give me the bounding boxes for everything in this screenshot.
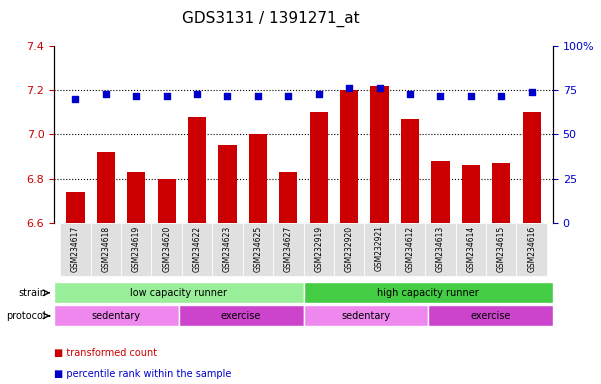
Text: sedentary: sedentary [341,311,391,321]
FancyBboxPatch shape [273,223,304,276]
Point [405,91,415,97]
Bar [492,163,510,223]
Point [344,85,354,91]
Text: GSM232921: GSM232921 [375,225,384,271]
Text: GSM234620: GSM234620 [162,225,171,271]
Text: GSM232920: GSM232920 [344,225,353,271]
Point [284,93,293,99]
FancyBboxPatch shape [91,223,121,276]
Point [70,96,80,102]
FancyBboxPatch shape [425,223,456,276]
Text: GSM234623: GSM234623 [223,225,232,271]
Bar [522,113,541,223]
FancyBboxPatch shape [151,223,182,276]
Point [527,89,537,95]
Bar [218,146,237,223]
FancyBboxPatch shape [212,223,243,276]
Point [192,91,202,97]
Text: GSM234617: GSM234617 [71,225,80,271]
Point [162,93,171,99]
Text: exercise: exercise [471,311,511,321]
Text: GSM234618: GSM234618 [102,225,111,271]
Text: GSM234612: GSM234612 [406,225,415,271]
Point [466,93,475,99]
Text: GSM234616: GSM234616 [527,225,536,271]
Point [253,93,263,99]
Text: ■ percentile rank within the sample: ■ percentile rank within the sample [54,369,231,379]
Text: GSM234622: GSM234622 [192,225,201,271]
Text: GSM234613: GSM234613 [436,225,445,271]
Bar [279,172,297,223]
Point [314,91,323,97]
Point [222,93,232,99]
Text: sedentary: sedentary [92,311,141,321]
Text: GDS3131 / 1391271_at: GDS3131 / 1391271_at [182,11,359,27]
Text: GSM232919: GSM232919 [314,225,323,271]
FancyBboxPatch shape [54,305,179,326]
FancyBboxPatch shape [121,223,151,276]
Point [375,85,385,91]
Text: low capacity runner: low capacity runner [130,288,227,298]
FancyBboxPatch shape [54,282,304,303]
FancyBboxPatch shape [179,305,304,326]
Bar [157,179,175,223]
Text: strain: strain [18,288,46,298]
FancyBboxPatch shape [486,223,516,276]
Bar [249,134,267,223]
Bar [370,86,389,223]
FancyBboxPatch shape [395,223,425,276]
Bar [310,113,328,223]
FancyBboxPatch shape [364,223,395,276]
Bar [188,117,206,223]
Text: GSM234625: GSM234625 [254,225,263,271]
FancyBboxPatch shape [334,223,364,276]
Point [101,91,111,97]
Text: GSM234627: GSM234627 [284,225,293,271]
Text: GSM234615: GSM234615 [496,225,505,271]
Bar [401,119,419,223]
Point [436,93,445,99]
Bar [66,192,85,223]
Point [132,93,141,99]
Text: GSM234619: GSM234619 [132,225,141,271]
Point [496,93,506,99]
Bar [97,152,115,223]
FancyBboxPatch shape [516,223,547,276]
Text: GSM234614: GSM234614 [466,225,475,271]
Text: high capacity runner: high capacity runner [377,288,479,298]
Text: ■ transformed count: ■ transformed count [54,348,157,358]
FancyBboxPatch shape [456,223,486,276]
FancyBboxPatch shape [304,305,428,326]
Bar [432,161,450,223]
Bar [127,172,145,223]
FancyBboxPatch shape [243,223,273,276]
FancyBboxPatch shape [182,223,212,276]
FancyBboxPatch shape [304,282,553,303]
FancyBboxPatch shape [304,223,334,276]
Bar [462,166,480,223]
FancyBboxPatch shape [428,305,553,326]
Text: protocol: protocol [7,311,46,321]
FancyBboxPatch shape [60,223,91,276]
Bar [340,90,358,223]
Text: exercise: exercise [221,311,261,321]
